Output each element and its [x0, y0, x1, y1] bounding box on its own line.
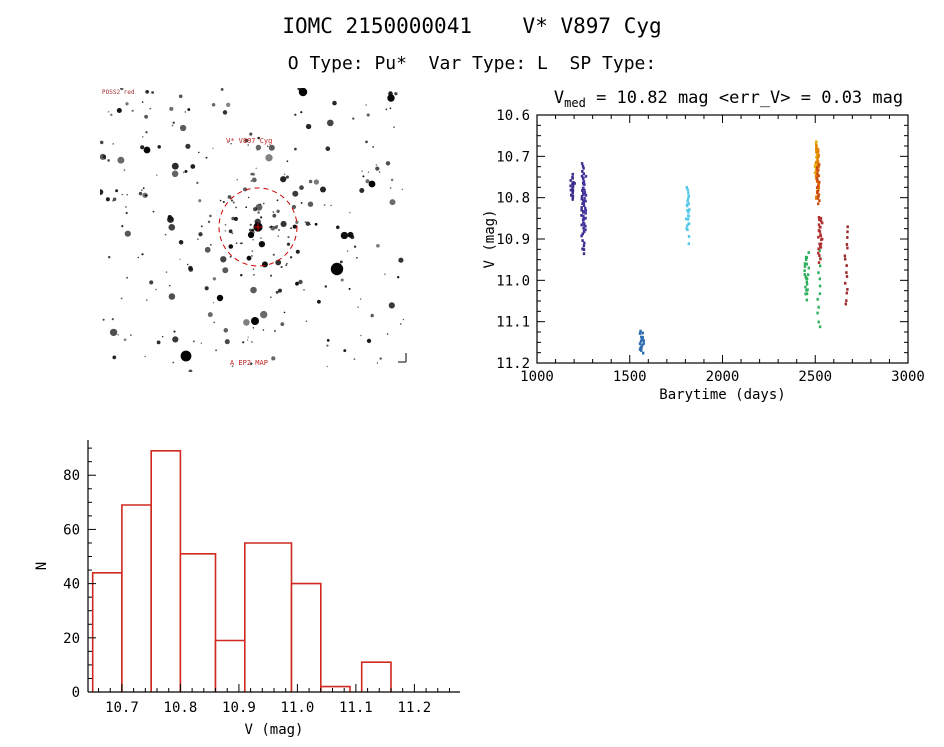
svg-text:N: N [34, 562, 50, 570]
lightcurve-chart: 1000 1500 2000 2500 3000 10.6 10.7 10.8 10.9 11.0… [482, 88, 925, 403]
svg-text:3000: 3000 [891, 369, 925, 385]
svg-text:1000: 1000 [520, 369, 554, 385]
finder-target-label: V* V897 Cyg [226, 137, 273, 145]
svg-text:10.9: 10.9 [222, 700, 256, 716]
svg-text:40: 40 [63, 577, 80, 593]
svg-text:11.0: 11.0 [281, 700, 315, 716]
finding-chart: POSS2 red V* V897 Cyg A EP2 MAP [100, 88, 408, 372]
svg-text:20: 20 [63, 631, 80, 647]
finder-bottom-label: A EP2 MAP [230, 359, 268, 367]
svg-text:2500: 2500 [798, 369, 832, 385]
svg-text:11.0: 11.0 [496, 273, 530, 289]
svg-text:V (mag): V (mag) [244, 722, 303, 738]
svg-text:10.7: 10.7 [105, 700, 139, 716]
svg-text:80: 80 [63, 468, 80, 484]
svg-text:0: 0 [72, 685, 80, 701]
svg-text:11.1: 11.1 [496, 315, 530, 331]
svg-text:Vmed = 10.82 mag <err_V> = 0.0: Vmed = 10.82 mag <err_V> = 0.03 mag [554, 88, 903, 110]
page-subtitle: O Type: Pu* Var Type: L SP Type: [287, 53, 657, 74]
finder-corner-label: POSS2 red [102, 89, 135, 96]
svg-text:11.2: 11.2 [496, 356, 530, 372]
magnitude-histogram: 0 20 40 60 80 10.7 10.8 10.9 11.0 11.1 11.2 V (mag)… [34, 440, 460, 738]
svg-text:2000: 2000 [706, 369, 740, 385]
svg-text:V (mag): V (mag) [482, 209, 498, 268]
star-field-image [100, 88, 407, 372]
svg-text:10.7: 10.7 [496, 149, 530, 165]
svg-text:60: 60 [63, 522, 80, 538]
svg-text:Barytime (days): Barytime (days) [659, 387, 785, 403]
svg-text:1500: 1500 [613, 369, 647, 385]
svg-text:11.1: 11.1 [339, 700, 373, 716]
page-title: IOMC 2150000041 V* V897 Cyg [282, 14, 662, 38]
svg-text:10.8: 10.8 [496, 191, 530, 207]
svg-text:11.2: 11.2 [398, 700, 432, 716]
svg-text:10.8: 10.8 [164, 700, 198, 716]
svg-text:10.9: 10.9 [496, 232, 530, 248]
svg-text:10.6: 10.6 [496, 108, 530, 124]
